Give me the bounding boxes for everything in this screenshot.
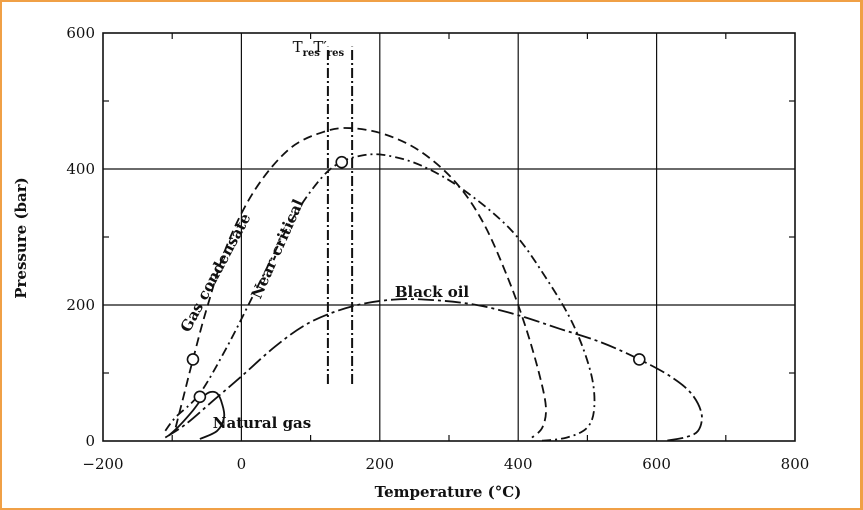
y-tick-label: 400 xyxy=(66,160,95,178)
series-label-natural-gas: Natural gas xyxy=(213,414,311,432)
axes: −200 0 200 400 600 800 0 200 400 600 xyxy=(66,24,809,473)
critical-point xyxy=(335,155,349,169)
x-tick-label: 400 xyxy=(504,455,533,473)
y-tick-label: 600 xyxy=(66,24,95,42)
series-label-near-critical: Near-critical xyxy=(247,196,307,301)
critical-points xyxy=(186,155,646,404)
series-line-natural-gas xyxy=(168,390,226,440)
critical-point xyxy=(632,353,646,366)
x-tick-label: 600 xyxy=(642,455,671,473)
grid xyxy=(103,33,795,441)
series-line-near-critical xyxy=(164,153,596,442)
critical-point xyxy=(193,390,207,404)
series-label-black-oil: Black oil xyxy=(395,283,470,301)
series-line-black-oil xyxy=(164,298,703,442)
plot-frame xyxy=(102,32,796,442)
x-axis-label: Temperature (°C) xyxy=(375,483,522,501)
series-line-gas-condensate xyxy=(174,127,547,439)
reservoir-temperature-label: T′res xyxy=(313,38,344,59)
x-tick-label: 200 xyxy=(365,455,394,473)
y-tick-label: 0 xyxy=(85,432,95,450)
y-tick-label: 200 xyxy=(66,296,95,314)
phase-curves xyxy=(164,127,703,442)
critical-point xyxy=(186,353,200,366)
x-tick-label: −200 xyxy=(82,455,123,473)
x-tick-label: 0 xyxy=(237,455,247,473)
x-tick-label: 800 xyxy=(781,455,810,473)
y-axis-label: Pressure (bar) xyxy=(12,177,30,299)
